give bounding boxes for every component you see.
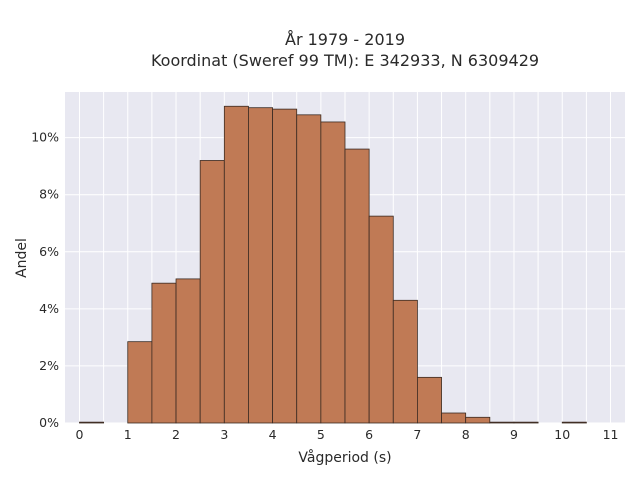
y-tick-label: 10%	[31, 130, 59, 145]
chart-subtitle: Koordinat (Sweref 99 TM): E 342933, N 63…	[151, 51, 539, 70]
histogram-bar	[417, 376, 442, 424]
y-axis-label: Andel	[14, 238, 30, 278]
x-tick-label: 8	[462, 427, 470, 442]
x-tick-label: 9	[510, 427, 518, 442]
histogram-bar	[513, 421, 539, 424]
histogram-bar	[296, 114, 322, 424]
histogram-bar	[561, 421, 587, 424]
x-tick-label: 7	[413, 427, 421, 442]
histogram-bar	[79, 421, 105, 424]
histogram-bar	[465, 416, 491, 424]
x-axis-label: Vågperiod (s)	[298, 449, 391, 466]
histogram-bar	[127, 341, 153, 424]
histogram-bar	[489, 421, 515, 424]
x-tick-label: 3	[220, 427, 228, 442]
histogram-bar	[441, 412, 467, 424]
y-tick-label: 8%	[39, 187, 59, 202]
y-axis: 0% 2% 4% 6% 8% 10%	[31, 130, 59, 430]
x-tick-label: 10	[554, 427, 570, 442]
histogram-bar	[344, 148, 370, 424]
x-axis: 0 1 2 3 4 5 6 7 8 9 10 11	[76, 427, 619, 442]
x-tick-label: 5	[317, 427, 325, 442]
x-tick-label: 1	[124, 427, 132, 442]
chart-title: År 1979 - 2019	[285, 30, 405, 49]
y-tick-label: 4%	[39, 301, 59, 316]
histogram-bar	[199, 160, 225, 424]
y-tick-label: 2%	[39, 358, 59, 373]
histogram-bar	[248, 107, 273, 424]
histogram-bar	[223, 105, 249, 424]
bars	[79, 105, 587, 424]
x-tick-label: 6	[365, 427, 373, 442]
histogram-bar	[175, 278, 201, 424]
histogram-bar	[320, 121, 346, 424]
histogram-bar	[368, 215, 394, 424]
x-tick-label: 0	[76, 427, 84, 442]
histogram-bar	[272, 108, 298, 424]
x-tick-label: 11	[603, 427, 619, 442]
y-tick-label: 6%	[39, 244, 59, 259]
y-tick-label: 0%	[39, 415, 59, 430]
histogram-bar	[151, 282, 177, 424]
x-tick-label: 2	[172, 427, 180, 442]
x-tick-label: 4	[269, 427, 277, 442]
histogram-bar	[392, 299, 418, 424]
